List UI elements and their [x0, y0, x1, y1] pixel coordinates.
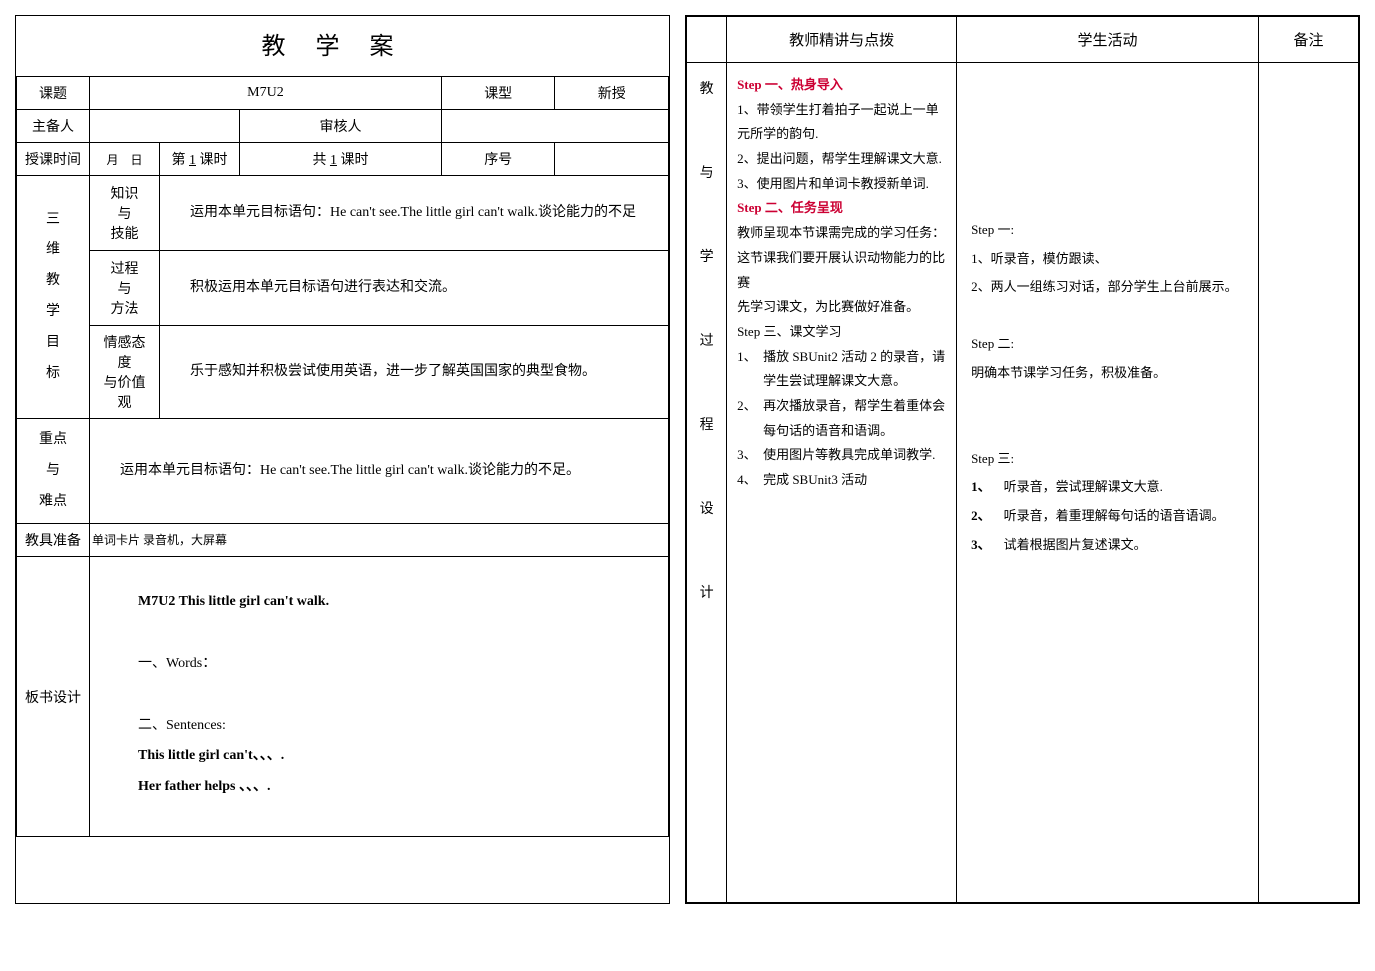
s3-3: 试着根据图片复述课文。	[1004, 531, 1147, 560]
banshu-label: 板书设计	[17, 557, 90, 837]
banshu-l2: 二、Sentences:	[110, 711, 648, 742]
shenheren-value	[441, 110, 668, 143]
t5: 先学习课文，为比赛做好准备。	[737, 295, 946, 320]
date-value: 月 日	[90, 143, 160, 176]
keshi2-num: 1	[330, 153, 337, 168]
sanwei-label: 三维教学目标	[17, 176, 90, 419]
s3-1: 听录音，尝试理解课文大意.	[1004, 473, 1163, 502]
t6: 播放 SBUnit2 活动 2 的录音，请学生尝试理解课文大意。	[763, 345, 946, 394]
xuhao-value	[555, 143, 669, 176]
t2: 2、提出问题，帮学生理解课文大意.	[737, 147, 946, 172]
step2-title: Step 二、任务呈现	[737, 200, 843, 215]
zhongdian-label: 重点与难点	[17, 419, 90, 524]
t3: 3、使用图片和单词卡教授新单词.	[737, 172, 946, 197]
zhubeiren-value	[90, 110, 240, 143]
keshi2-prefix: 共	[312, 153, 330, 168]
keshi1-prefix: 第	[172, 153, 190, 168]
banshu-content: M7U2 This little girl can't walk. 一、Word…	[90, 557, 669, 837]
left-page: 教学案 课题 M7U2 课型 新授 主备人 审核人 授课时间 月 日 第 1 课…	[15, 15, 670, 904]
s2-title: Step 二:	[971, 330, 1244, 359]
right-page: 教师精讲与点拨 学生活动 备注 教与学过程设计 Step 一、热身导入 1、带领…	[685, 15, 1360, 904]
s3-2n: 2、	[971, 502, 1004, 531]
banshu-l1: 一、Words：	[110, 649, 648, 680]
s1-2: 2、两人一组练习对话，部分学生上台前展示。	[971, 273, 1244, 302]
t4: 教师呈现本节课需完成的学习任务：这节课我们要开展认识动物能力的比赛	[737, 221, 946, 295]
xuhao-label: 序号	[441, 143, 555, 176]
s3-title: Step 三:	[971, 445, 1244, 474]
left-table: 教学案 课题 M7U2 课型 新授 主备人 审核人 授课时间 月 日 第 1 课…	[16, 16, 669, 837]
guocheng-label: 过程与方法	[90, 251, 160, 326]
t9n: 4、	[737, 468, 763, 493]
keshi1-suffix: 课时	[196, 153, 228, 168]
qinggan-label: 情感态度与价值观	[90, 326, 160, 419]
s1-1: 1、听录音，模仿跟读、	[971, 245, 1244, 274]
note-content	[1259, 63, 1359, 903]
keti-label: 课题	[17, 77, 90, 110]
s1-title: Step 一:	[971, 216, 1244, 245]
proc-label: 教与学过程设计	[687, 63, 727, 903]
t9: 完成 SBUnit3 活动	[763, 468, 867, 493]
kexing-value: 新授	[555, 77, 669, 110]
zhubeiren-label: 主备人	[17, 110, 90, 143]
t7n: 2、	[737, 394, 763, 443]
t8: 使用图片等教具完成单词教学.	[763, 443, 935, 468]
shoukeshijian-label: 授课时间	[17, 143, 90, 176]
s3-3n: 3、	[971, 531, 1004, 560]
t7: 再次播放录音，帮学生着重体会每句话的语音和语调。	[763, 394, 946, 443]
jiaoju-label: 教具准备	[17, 524, 90, 557]
t6n: 1、	[737, 345, 763, 394]
step3-title: Step 三、课文学习	[737, 320, 946, 345]
keti-value: M7U2	[90, 77, 442, 110]
keshi2: 共 1 课时	[240, 143, 442, 176]
header-note: 备注	[1259, 17, 1359, 63]
step1-title: Step 一、热身导入	[737, 73, 946, 98]
zhishi-label: 知识与技能	[90, 176, 160, 251]
banshu-title: M7U2 This little girl can't walk.	[110, 587, 648, 618]
s2-1: 明确本节课学习任务，积极准备。	[971, 359, 1244, 388]
t8n: 3、	[737, 443, 763, 468]
banshu-l4: Her father helps 、、、.	[110, 772, 648, 803]
zhishi-text: 运用本单元目标语句：He can't see.The little girl c…	[160, 176, 669, 251]
keshi1-num: 1	[189, 153, 196, 168]
keshi1: 第 1 课时	[160, 143, 240, 176]
right-table: 教师精讲与点拨 学生活动 备注 教与学过程设计 Step 一、热身导入 1、带领…	[686, 16, 1359, 903]
teacher-content: Step 一、热身导入 1、带领学生打着拍子一起说上一单元所学的韵句. 2、提出…	[727, 63, 957, 903]
s3-2: 听录音，着重理解每句话的语音语调。	[1004, 502, 1225, 531]
qinggan-text: 乐于感知并积极尝试使用英语，进一步了解英国国家的典型食物。	[160, 326, 669, 419]
keshi2-suffix: 课时	[337, 153, 369, 168]
header-student: 学生活动	[957, 17, 1259, 63]
t1: 1、带领学生打着拍子一起说上一单元所学的韵句.	[737, 98, 946, 147]
shenheren-label: 审核人	[240, 110, 442, 143]
zhongdian-text: 运用本单元目标语句：He can't see.The little girl c…	[90, 419, 669, 524]
kexing-label: 课型	[441, 77, 555, 110]
jiaoju-text: 单词卡片 录音机，大屏幕	[90, 524, 669, 557]
banshu-l3: This little girl can't、、、.	[110, 741, 648, 772]
header-teacher: 教师精讲与点拨	[727, 17, 957, 63]
s3-1n: 1、	[971, 473, 1004, 502]
spacer	[687, 17, 727, 63]
student-content: Step 一: 1、听录音，模仿跟读、 2、两人一组练习对话，部分学生上台前展示…	[957, 63, 1259, 903]
doc-title: 教学案	[17, 16, 669, 77]
guocheng-text: 积极运用本单元目标语句进行表达和交流。	[160, 251, 669, 326]
